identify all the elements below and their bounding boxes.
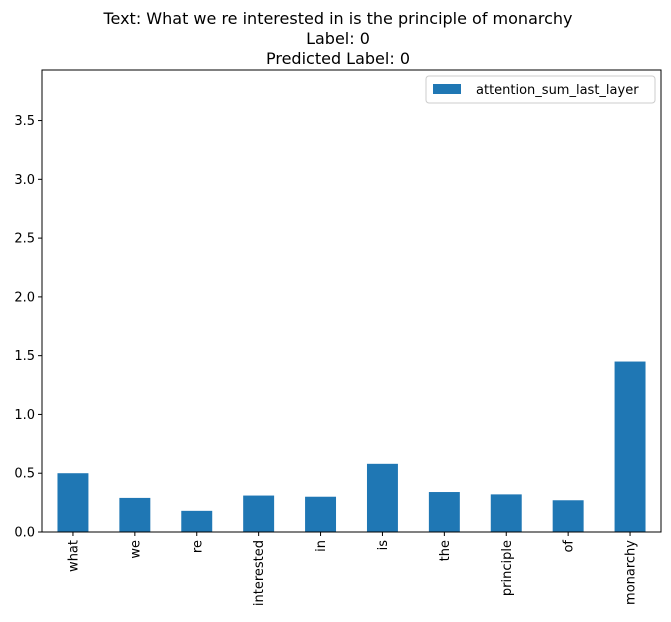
- x-tick-label: we: [128, 540, 143, 559]
- x-axis: what we re interested in is the principle of mona…: [66, 532, 639, 606]
- legend: attention_sum_last_layer: [425, 75, 656, 104]
- y-tick-label: 1.0: [14, 408, 35, 423]
- x-tick-label: what: [66, 540, 81, 572]
- bars: [57, 361, 646, 532]
- y-tick-label: 0.5: [14, 467, 35, 482]
- bar-the: [428, 492, 460, 532]
- y-tick-label: 3.0: [14, 173, 35, 188]
- y-tick-label: 0.0: [14, 526, 35, 541]
- title-line-3: Predicted Label: 0: [266, 49, 410, 68]
- plot-frame: [41, 69, 662, 533]
- bar-interested: [243, 495, 275, 532]
- bar-what: [57, 473, 89, 532]
- x-tick-label: the: [438, 540, 453, 561]
- bar-in: [305, 496, 337, 532]
- legend-label: attention_sum_last_layer: [476, 83, 639, 98]
- bar-is: [366, 463, 398, 532]
- legend-box: [425, 75, 656, 104]
- y-tick-label: 3.5: [14, 114, 35, 129]
- y-tick-label: 2.5: [14, 232, 35, 247]
- bar-re: [181, 510, 213, 532]
- x-tick-label: re: [190, 540, 205, 553]
- bar-principle: [490, 494, 522, 532]
- x-tick-label: interested: [252, 540, 267, 606]
- y-axis: 0.0 0.5 1.0 1.5 2.0 2.5 3.0 3.5: [14, 114, 42, 541]
- title-line-2: Label: 0: [306, 29, 370, 48]
- x-tick-label: monarchy: [624, 540, 639, 605]
- x-tick-label: of: [562, 540, 577, 553]
- y-tick-label: 2.0: [14, 290, 35, 305]
- x-tick-label: is: [376, 540, 391, 551]
- x-tick-label: principle: [500, 540, 515, 596]
- bar-monarchy: [614, 361, 646, 532]
- legend-swatch: [433, 84, 461, 94]
- x-tick-label: in: [314, 540, 329, 552]
- chart-title: Text: What we re interested in is the pr…: [102, 9, 572, 68]
- y-tick-label: 1.5: [14, 349, 35, 364]
- title-line-1: Text: What we re interested in is the pr…: [102, 9, 572, 28]
- bar-of: [552, 500, 584, 532]
- bar-we: [119, 497, 151, 532]
